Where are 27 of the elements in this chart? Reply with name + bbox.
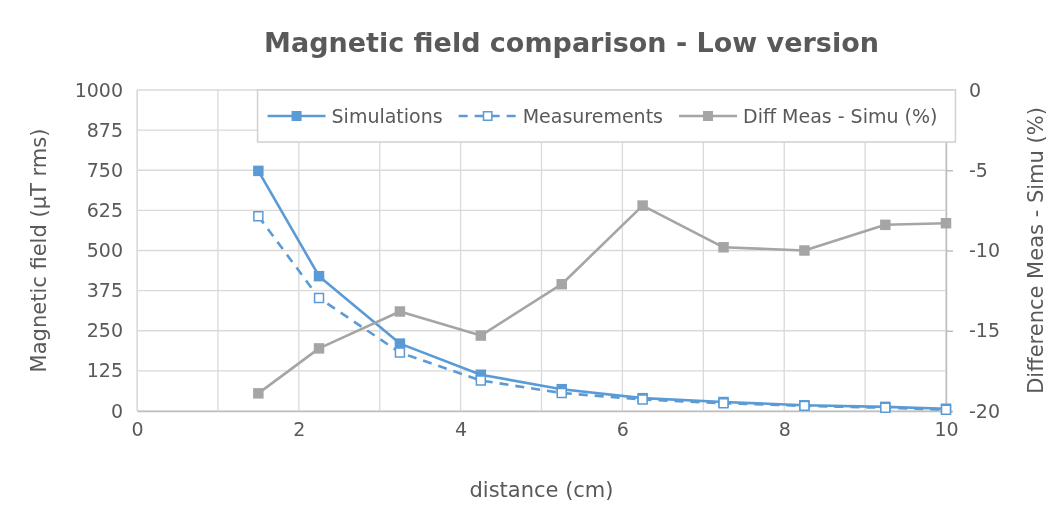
y-axis-title: Magnetic field (µT rms): [27, 128, 51, 373]
x-tick-label: 8: [778, 418, 791, 441]
y-tick-label: 1000: [74, 78, 123, 101]
y2-tick-label: -20: [969, 399, 1001, 422]
y2-axis-title: Difference Meas - Simu (%): [1024, 107, 1048, 394]
y2-tick-label: -10: [969, 239, 1001, 262]
y-tick-label: 125: [86, 359, 123, 382]
x-axis-title: distance (cm): [469, 478, 614, 502]
y2-tick-label: 0: [969, 78, 982, 101]
y-tick-label: 625: [86, 198, 123, 221]
y2-tick-label: -15: [969, 319, 1001, 342]
y-tick-label: 500: [86, 239, 123, 262]
x-tick-label: 6: [616, 418, 629, 441]
y-tick-label: 250: [86, 319, 123, 342]
legend-label: Diff Meas - Simu (%): [743, 105, 938, 127]
y2-tick-label: -5: [969, 158, 988, 181]
x-tick-label: 0: [131, 418, 144, 441]
legend-label: Simulations: [331, 105, 443, 127]
x-tick-label: 10: [934, 418, 959, 441]
x-tick-label: 2: [293, 418, 306, 441]
y-tick-label: 750: [86, 158, 123, 181]
legend-label: Measurements: [522, 105, 664, 127]
y-tick-label: 0: [110, 399, 123, 422]
chart-title: Magnetic field comparison - Low version: [264, 27, 879, 58]
y-tick-label: 875: [86, 118, 123, 141]
x-tick-label: 4: [455, 418, 468, 441]
y-tick-label: 375: [86, 279, 123, 302]
